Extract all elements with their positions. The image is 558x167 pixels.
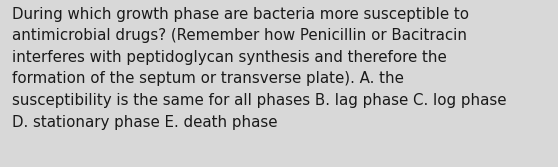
Text: During which growth phase are bacteria more susceptible to
antimicrobial drugs? : During which growth phase are bacteria m…	[12, 7, 507, 130]
